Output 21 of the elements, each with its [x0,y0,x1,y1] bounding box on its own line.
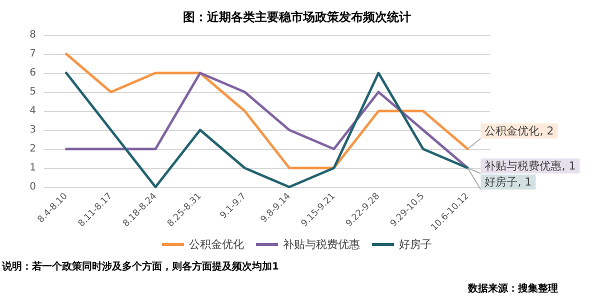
y-tick-label: 1 [30,162,36,174]
y-tick-label: 6 [30,68,36,78]
line-series [65,72,469,170]
y-tick-label: 7 [30,48,36,60]
line-series [65,52,469,170]
y-tick-label: 3 [30,124,36,136]
legend-label: 好房子 [399,238,432,251]
data-label: 公积金优化, 2 [484,124,554,138]
legend-label: 补贴与税费优惠 [283,238,360,251]
chart-title: 图：近期各类主要稳市场政策发布频次统计 [183,10,411,24]
y-tick-label: 2 [30,144,36,154]
y-tick-label: 4 [30,106,36,116]
y-tick-label: 5 [30,86,36,98]
data-label: 好房子, 1 [484,176,532,188]
y-tick-label: 0 [30,182,36,192]
legend-label: 公积金优化 [189,238,244,251]
source-note: 数据来源：搜集整理 [467,282,558,294]
data-label: 补贴与税费优惠, 1 [484,160,576,172]
text: 说明：若一个政策同时涉及多个方面，则各方面提及频次均加1 [1,260,279,272]
y-tick-label: 8 [30,30,36,40]
line-series [65,72,469,188]
